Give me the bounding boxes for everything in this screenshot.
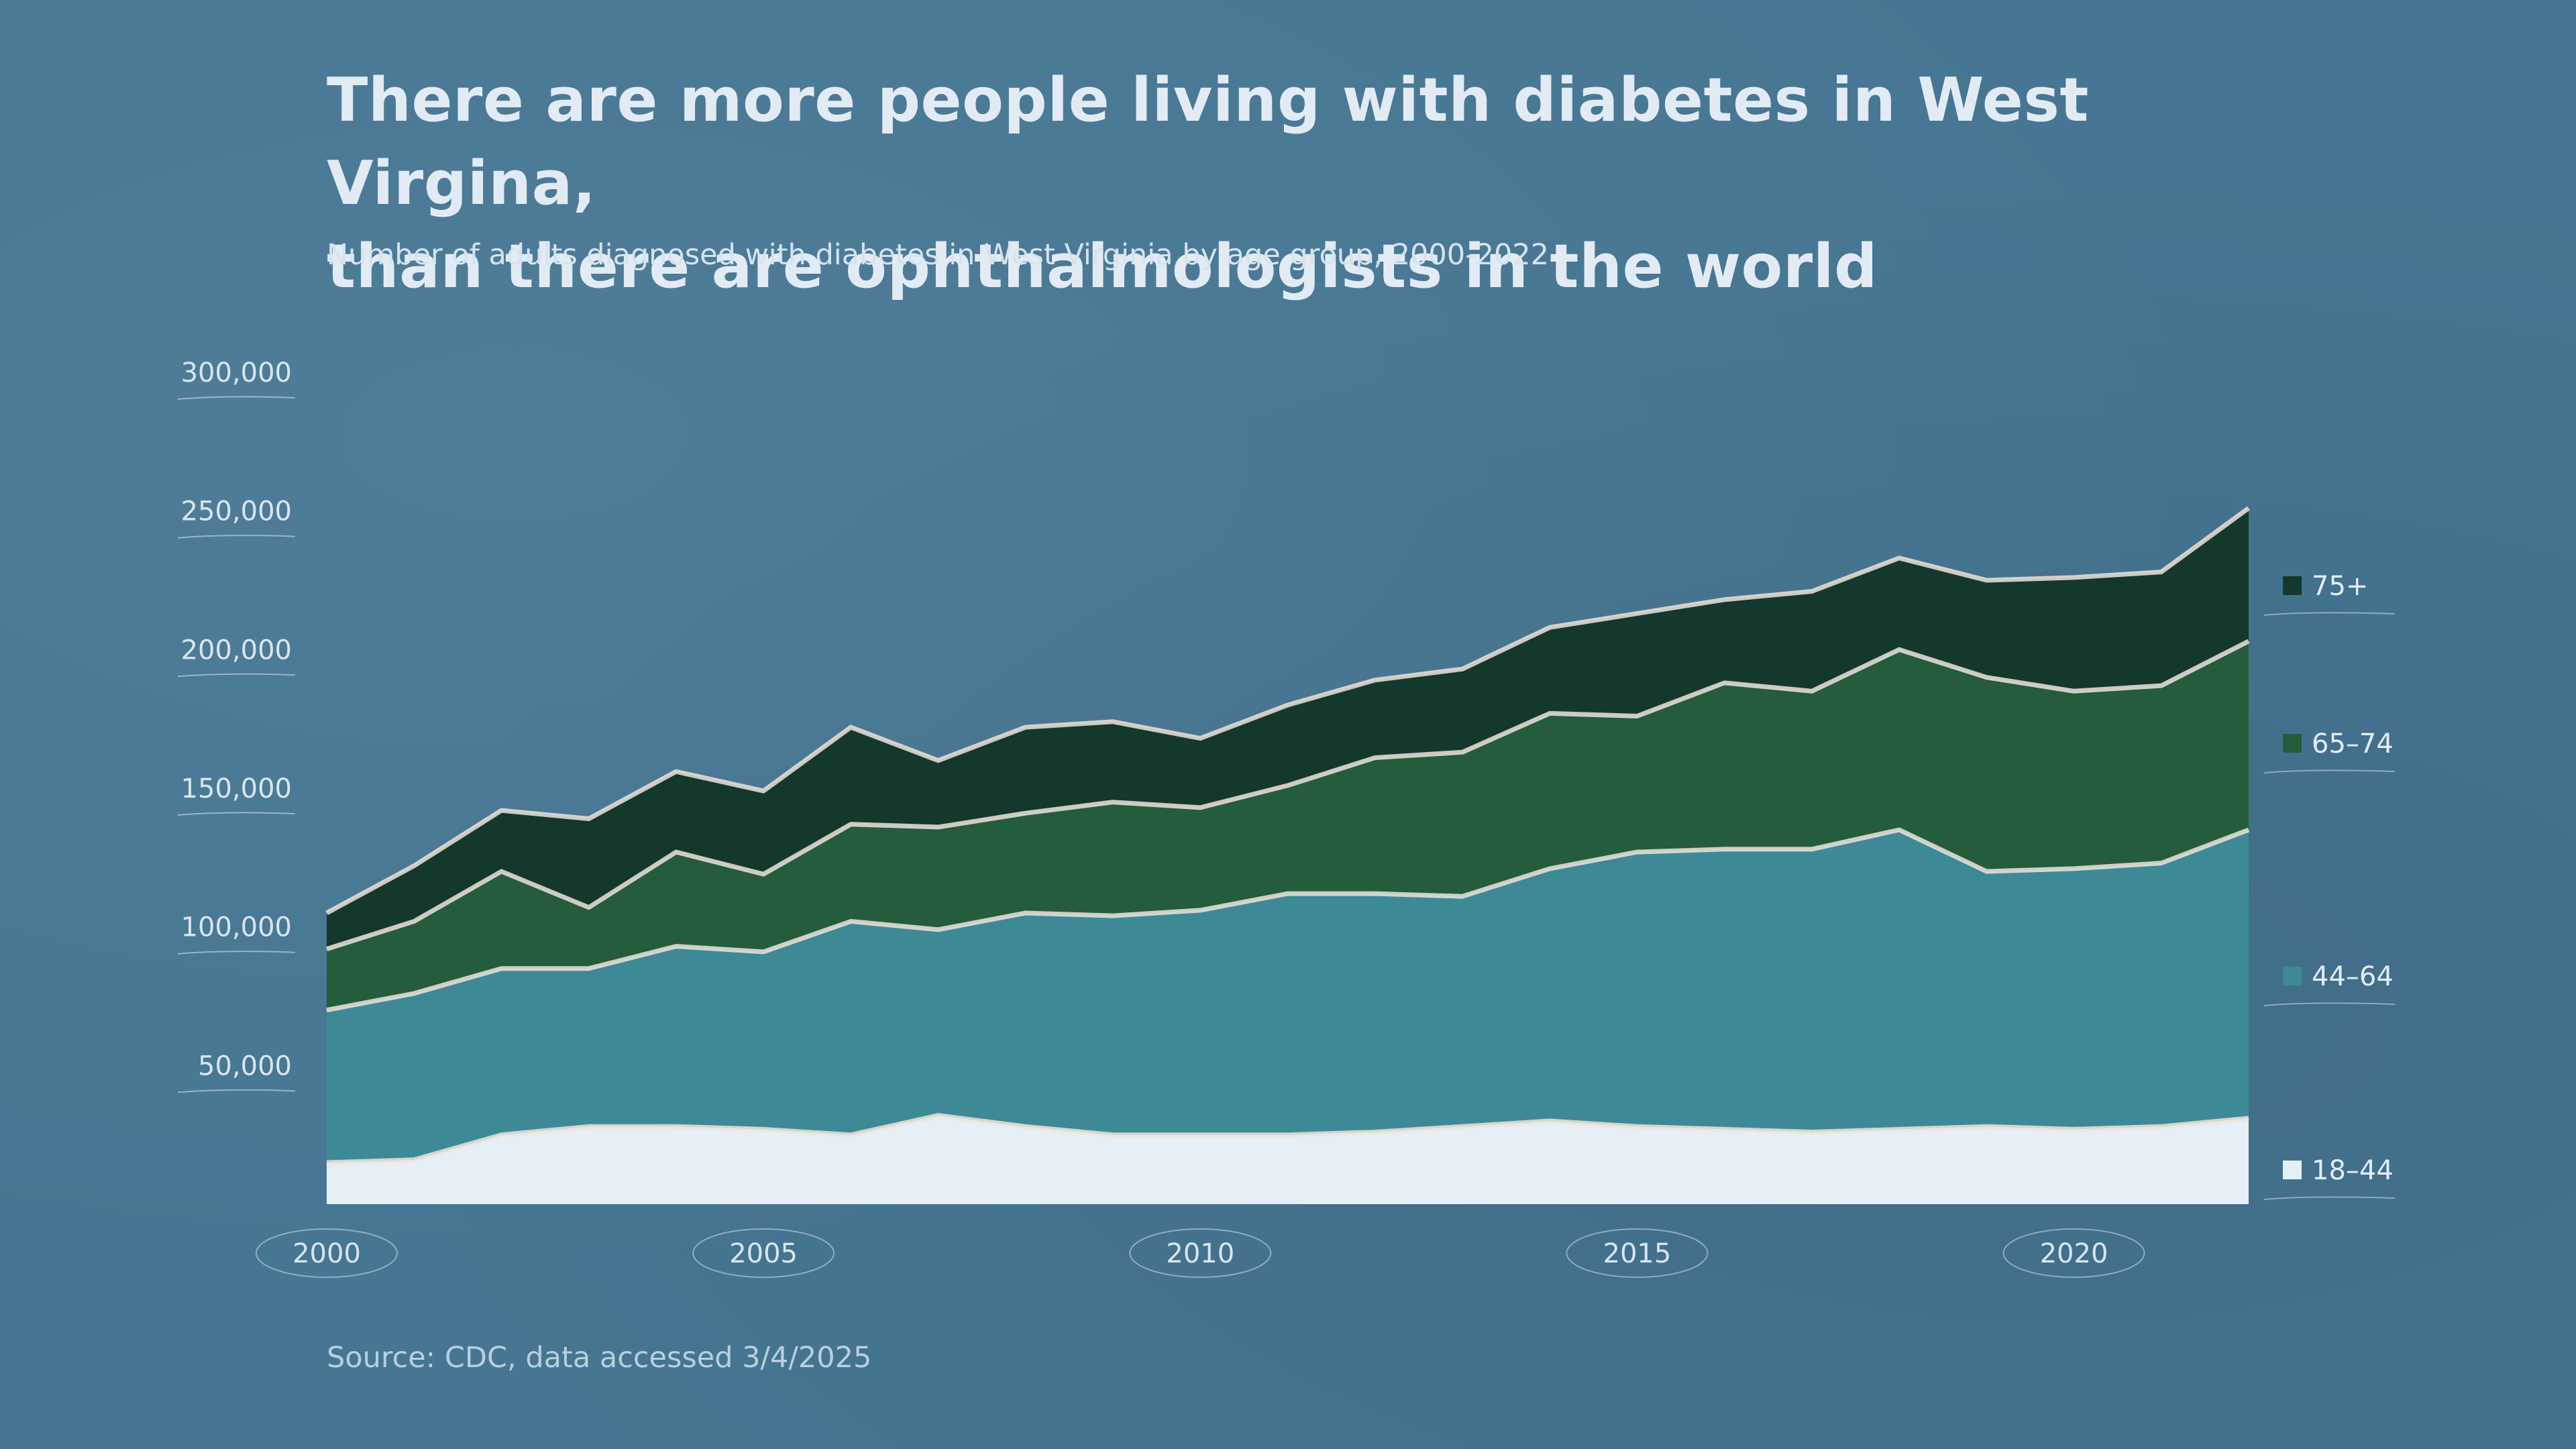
area-65-74 xyxy=(327,641,2249,1010)
x-tick-label: 2010 xyxy=(1166,1238,1234,1269)
y-tick-label: 200,000 xyxy=(181,635,292,665)
title-line-2: than there are ophthalmologists in the w… xyxy=(327,231,1878,302)
y-tick-underline xyxy=(177,673,296,678)
area-75 xyxy=(327,508,2249,949)
y-axis: 50,000 100,000 150,000 200,000 250,000 300,00… xyxy=(177,358,296,1093)
y-tick-underline xyxy=(177,396,296,400)
y-tick-underline xyxy=(177,1089,296,1093)
edge-44-64 xyxy=(326,827,2250,1013)
x-tick-label: 2005 xyxy=(729,1238,798,1269)
area-layers xyxy=(325,506,2251,1204)
y-tick-label: 300,000 xyxy=(181,358,292,388)
edge-75 xyxy=(325,506,2251,916)
legend-label-18-44: 18–44 xyxy=(2312,1155,2394,1186)
x-tick-circle xyxy=(692,1228,835,1278)
x-tick-circle xyxy=(1129,1228,1272,1278)
legend-label-75: 75+ xyxy=(2312,571,2368,602)
legend-underline xyxy=(2263,769,2396,773)
title-line-1: There are more people living with diabet… xyxy=(327,65,2089,219)
y-tick-label: 150,000 xyxy=(181,773,292,804)
chart-subtitle: Number of adults diagnosed with diabetes… xyxy=(327,238,1550,272)
x-tick-circle xyxy=(1566,1228,1709,1278)
y-tick-label: 50,000 xyxy=(198,1051,292,1081)
y-tick-label: 100,000 xyxy=(181,912,292,943)
legend-label-65-74: 65–74 xyxy=(2312,729,2394,759)
y-tick-label: 250,000 xyxy=(181,496,292,527)
x-tick-circle xyxy=(2002,1228,2145,1278)
x-tick-circle xyxy=(256,1228,398,1278)
legend: 75+ 65–74 44–64 18–44 xyxy=(2263,571,2396,1200)
legend-underline xyxy=(2263,612,2396,616)
legend-swatch-18-44 xyxy=(2283,1161,2302,1179)
edge-65-74 xyxy=(325,639,2250,952)
legend-underline xyxy=(2263,1196,2396,1200)
chart-title: There are more people living with diabet… xyxy=(327,59,2272,309)
x-tick-label: 2015 xyxy=(1603,1238,1672,1269)
y-tick-underline xyxy=(177,535,296,539)
x-tick-label: 2000 xyxy=(292,1238,361,1269)
area-44-64 xyxy=(327,830,2249,1163)
x-tick-label: 2020 xyxy=(2040,1238,2108,1269)
legend-swatch-65-74 xyxy=(2283,734,2302,753)
legend-underline xyxy=(2263,1002,2396,1006)
x-axis: 2000 2005 2010 2015 2020 xyxy=(256,1228,2145,1278)
legend-swatch-75 xyxy=(2283,576,2302,595)
source-note: Source: CDC, data accessed 3/4/2025 xyxy=(327,1341,872,1375)
legend-swatch-44-64 xyxy=(2283,967,2302,985)
y-tick-underline xyxy=(177,812,296,816)
y-tick-underline xyxy=(177,951,296,955)
area-18-44 xyxy=(327,1115,2249,1204)
legend-label-44-64: 44–64 xyxy=(2312,961,2394,992)
edge-18-44 xyxy=(326,1113,2249,1165)
